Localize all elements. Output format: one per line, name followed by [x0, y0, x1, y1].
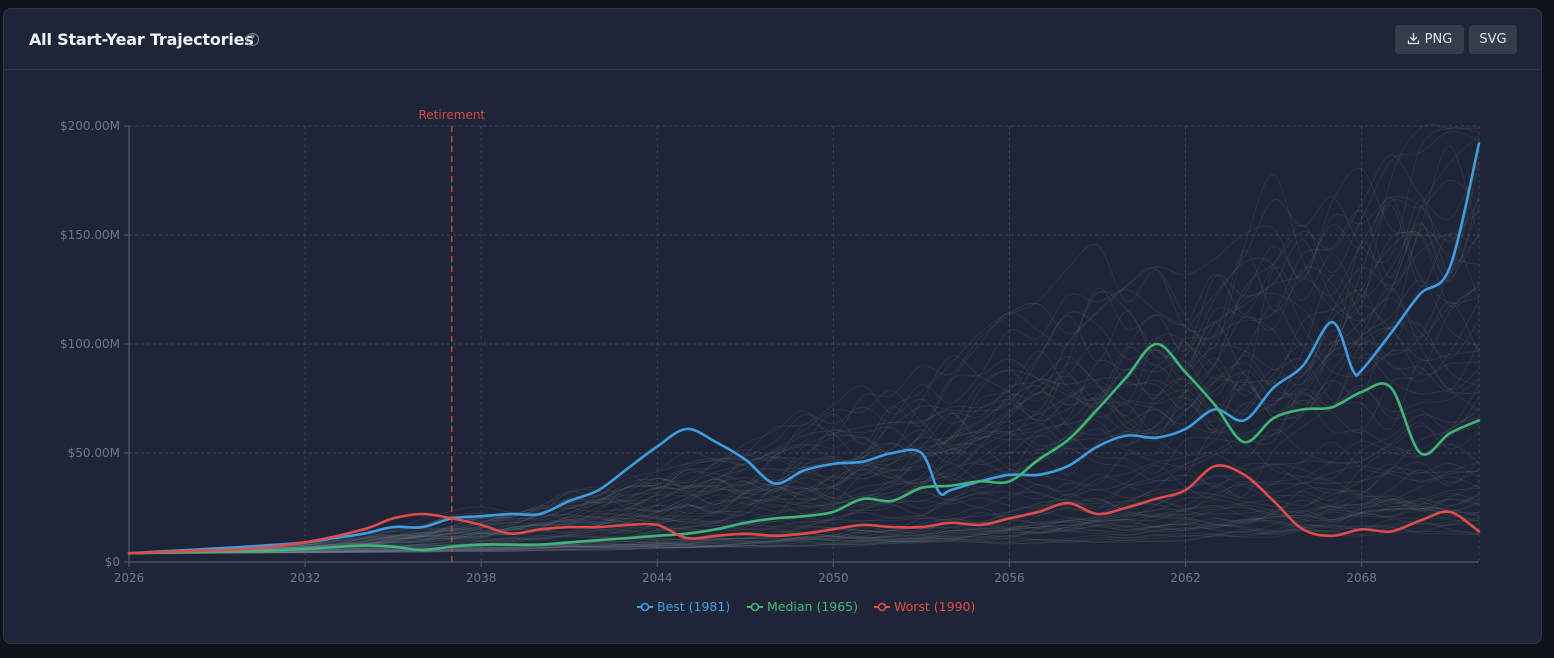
legend-label: Best (1981) [657, 599, 730, 614]
axis-layer: $0 $50.00M $100.00M $150.00M $200.00M 2026 203… [60, 119, 1479, 585]
background-trajectory [128, 407, 1480, 554]
background-trajectory [128, 498, 1480, 554]
y-tick-label: $100.00M [60, 337, 120, 351]
series-line-0 [127, 142, 1481, 555]
background-trajectory [128, 196, 1480, 554]
card-header: All Start-Year Trajectories ? PNG SVG [4, 9, 1541, 70]
background-trajectory [128, 135, 1480, 554]
legend-item[interactable]: Best (1981) [637, 599, 730, 614]
chart-title: All Start-Year Trajectories [29, 30, 254, 49]
annotation-layer: Retirement [418, 108, 485, 562]
legend[interactable]: Best (1981) Median (1965) Worst (1990) [637, 599, 975, 614]
retirement-label: Retirement [418, 108, 485, 122]
background-trajectory [128, 327, 1480, 554]
legend-item[interactable]: Worst (1990) [874, 599, 975, 614]
background-trajectory [128, 196, 1480, 554]
background-trajectory [128, 235, 1480, 554]
background-trajectory [128, 124, 1479, 554]
background-trajectory [128, 487, 1480, 554]
background-trajectory [128, 505, 1480, 554]
background-trajectory [128, 285, 1480, 554]
background-trajectory [128, 489, 1480, 554]
trajectory-chart: $0 $50.00M $100.00M $150.00M $200.00M 2026 203… [60, 108, 1481, 614]
background-trajectory [128, 467, 1480, 554]
x-tick-label: 2056 [994, 571, 1025, 585]
x-tick-label: 2050 [818, 571, 849, 585]
background-trajectory [128, 523, 1480, 554]
x-tick-label: 2026 [114, 571, 145, 585]
background-trajectory [129, 525, 1480, 554]
y-tick-label: $50.00M [68, 446, 120, 460]
background-trajectory [128, 463, 1480, 554]
background-trajectory [128, 287, 1480, 554]
background-trajectory [128, 461, 1480, 554]
legend-label: Worst (1990) [894, 599, 975, 614]
png-label: PNG [1424, 32, 1453, 47]
download-icon [1407, 32, 1419, 45]
background-trajectory [128, 507, 1480, 554]
background-trajectory [129, 528, 1480, 554]
series-line-2 [127, 464, 1481, 555]
x-tick-label: 2038 [466, 571, 497, 585]
background-trajectory [128, 285, 1480, 554]
background-trajectory [128, 441, 1480, 554]
background-trajectory [128, 130, 1480, 554]
x-tick-label: 2062 [1170, 571, 1201, 585]
background-trajectory [128, 378, 1480, 554]
legend-marker-icon [640, 602, 650, 612]
background-trajectory [128, 508, 1480, 554]
question-circle-icon[interactable]: ? [246, 33, 259, 46]
background-trajectory [129, 520, 1480, 554]
background-trajectory [128, 274, 1480, 554]
legend-marker-icon [750, 602, 760, 612]
background-trajectory [128, 210, 1480, 554]
x-tick-label: 2044 [642, 571, 673, 585]
background-trajectory [128, 493, 1480, 554]
background-trajectory [128, 300, 1480, 554]
background-trajectory [128, 483, 1480, 554]
background-trajectory [128, 461, 1480, 554]
background-trajectory [128, 495, 1480, 554]
chart-card: All Start-Year Trajectories ? PNG SVG $0… [3, 8, 1542, 644]
x-tick-label: 2068 [1346, 571, 1377, 585]
background-trajectory [128, 516, 1480, 554]
background-trajectory [128, 285, 1480, 554]
download-png-button[interactable]: PNG [1395, 25, 1464, 54]
series-line-1 [127, 342, 1481, 555]
background-trajectory [128, 507, 1480, 554]
background-trajectory [128, 194, 1480, 554]
background-trajectory [128, 321, 1480, 554]
download-svg-button[interactable]: SVG [1469, 25, 1517, 54]
background-trajectory [128, 411, 1480, 554]
legend-marker-icon [877, 602, 887, 612]
background-trajectory [128, 505, 1480, 554]
background-trajectory [128, 199, 1480, 554]
background-trajectory [129, 519, 1480, 554]
x-tick-label: 2032 [290, 571, 321, 585]
legend-item[interactable]: Median (1965) [747, 599, 858, 614]
background-trajectory [128, 149, 1480, 554]
background-trajectory [128, 179, 1480, 554]
svg-label: SVG [1479, 32, 1507, 47]
background-trajectory [128, 344, 1480, 554]
background-trajectory [128, 162, 1480, 554]
grid-layer [129, 125, 1480, 562]
background-trajectory [128, 228, 1480, 554]
background-trajectory [128, 204, 1480, 554]
y-tick-label: $0 [105, 555, 120, 569]
y-tick-label: $200.00M [60, 119, 120, 133]
y-tick-label: $150.00M [60, 228, 120, 242]
background-trajectories [128, 124, 1480, 554]
background-trajectory [128, 493, 1480, 554]
legend-label: Median (1965) [767, 599, 858, 614]
series-layer [127, 142, 1481, 555]
